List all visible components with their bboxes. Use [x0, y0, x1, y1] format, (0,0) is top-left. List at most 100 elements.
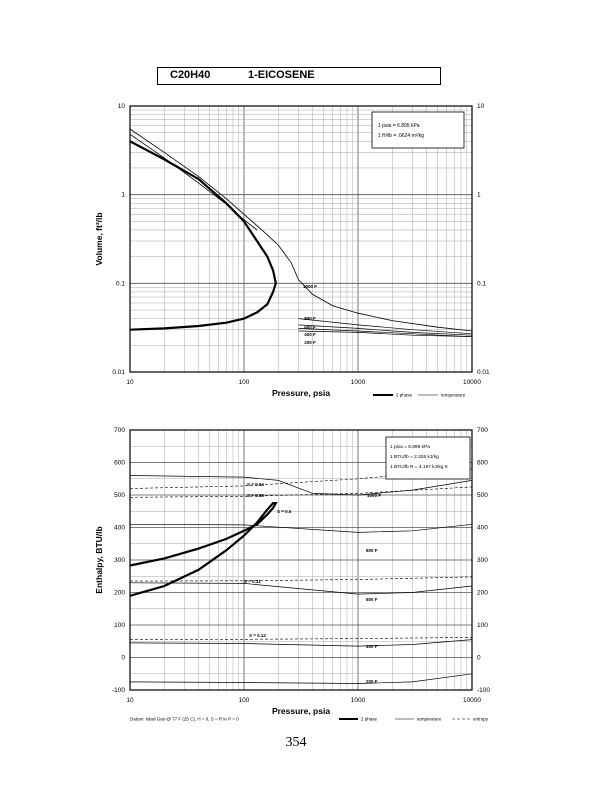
- y-tick-label-left: 10: [118, 103, 126, 110]
- info-box-frame: [371, 111, 465, 149]
- y-tick-label-right: 10: [477, 103, 485, 110]
- volume-x-ticks: 10 100 1000 10000: [126, 379, 481, 386]
- plot-frame: [129, 105, 473, 373]
- volume-isotherm-line: [298, 324, 473, 336]
- isotherm-label: 200 F: [366, 679, 378, 684]
- y-tick-label-left: 500: [114, 492, 125, 499]
- volume-info-box: 1 psia = 6.895 kPa 1 ft³/lb = .0624 m³/kg: [371, 111, 465, 149]
- enthalpy-legend: 2 phase temperature entropy: [339, 717, 489, 722]
- info-box-line: 1 BTU/lb = 2.326 kJ/kg: [390, 454, 439, 460]
- isotherm-label: 1000 F: [367, 493, 381, 498]
- enthalpy-x-ticks: 10 100 1000 10000: [126, 697, 481, 704]
- isotherm-label: 400 F: [304, 332, 316, 337]
- entropy-line: [129, 486, 473, 498]
- x-tick-label: 1000: [351, 379, 366, 386]
- y-tick-label-left: 300: [114, 557, 125, 564]
- legend-2phase-label: 2 phase: [361, 717, 378, 722]
- enthalpy-isotherm-line: [129, 582, 473, 595]
- volume-series-line: [129, 140, 277, 331]
- isotherm-label: 400 F: [366, 644, 378, 649]
- y-tick-label-left: 0.1: [116, 280, 125, 287]
- x-tick-label: 10: [126, 379, 134, 386]
- y-tick-label-right: 500: [477, 492, 488, 499]
- y-tick-label-right: 400: [477, 525, 488, 532]
- entropy-line: [129, 637, 473, 640]
- info-box-line: 1 psia = 6.895 kPa: [378, 123, 420, 129]
- datum-footnote: Datum: Ideal Gas @ 77 F (25 C), H = 0, S…: [130, 717, 239, 722]
- isotherm-label: 600 F: [366, 597, 378, 602]
- x-tick-label: 100: [239, 379, 250, 386]
- volume-series-line: [129, 128, 473, 332]
- entropy-label: S = 0.5: [277, 509, 292, 514]
- y-tick-label-right: 0.01: [477, 369, 490, 376]
- legend-temperature-label: temperature: [441, 393, 466, 398]
- info-box-frame: [385, 436, 471, 480]
- isotherm-label: 600 F: [304, 325, 316, 330]
- y-tick-label-left: 600: [114, 460, 125, 467]
- enthalpy-isotherm-line: [129, 475, 473, 496]
- legend-2phase-label: 2 phase: [396, 393, 413, 398]
- y-tick-label-right: 200: [477, 590, 488, 597]
- entropy-label: S = 0.31: [244, 579, 261, 584]
- y-tick-label-right: 300: [477, 557, 488, 564]
- y-tick-label-left: 0.01: [112, 369, 125, 376]
- x-tick-label: 10000: [463, 697, 481, 704]
- y-tick-label-right: 700: [477, 427, 488, 434]
- entropy-label: S = 0.12: [249, 633, 266, 638]
- enthalpy-isotherm-line: [129, 523, 473, 533]
- y-tick-label-right: 100: [477, 622, 488, 629]
- enthalpy-isotherm-line: [129, 673, 473, 684]
- isotherm-label: 800 F: [304, 316, 316, 321]
- y-tick-label-left: 0: [121, 655, 125, 662]
- y-tick-label-right: 0: [477, 655, 481, 662]
- page-number: 354: [285, 735, 307, 750]
- compound-name: 1-EICOSENE: [248, 69, 315, 81]
- y-tick-label-left: -100: [112, 687, 125, 694]
- compound-formula: C20H40: [170, 69, 211, 81]
- entropy-labels: S = 0.54 S = 0.53 S = 0.5 S = 0.31 S = 0.12: [244, 482, 292, 638]
- y-tick-label-left: 1: [121, 192, 125, 199]
- entropy-line: [129, 576, 473, 582]
- volume-y-axis-label: Volume, ft³/lb: [94, 212, 104, 265]
- volume-isotherm-labels: 1000 F 800 F 600 F 400 F 200 F: [303, 284, 317, 345]
- volume-isotherm-line: [298, 318, 473, 335]
- y-tick-label-left: 400: [114, 525, 125, 532]
- legend-temperature-label: temperature: [417, 717, 442, 722]
- enthalpy-isotherm-line: [129, 639, 473, 647]
- y-tick-label-right: 0.1: [477, 280, 486, 287]
- entropy-label: S = 0.54: [247, 482, 264, 487]
- y-tick-label-right: 1: [477, 192, 481, 199]
- entropy-label: S = 0.53: [247, 493, 264, 498]
- enthalpy-x-axis-label: Pressure, psia: [272, 706, 330, 716]
- enthalpy-y-axis-label: Enthalpy, BTU/lb: [94, 526, 104, 593]
- enthalpy-2phase-line: [129, 502, 278, 597]
- isotherm-label: 1000 F: [303, 284, 317, 289]
- y-tick-label-left: 700: [114, 427, 125, 434]
- x-tick-label: 10: [126, 697, 134, 704]
- legend-entropy-label: entropy: [473, 717, 489, 722]
- enthalpy-info-box: 1 psia = 6.895 kPa 1 BTU/lb = 2.326 kJ/kg…: [385, 436, 471, 480]
- volume-grid: [129, 105, 473, 373]
- volume-series-line: [129, 133, 258, 231]
- chart-title-box: C20H40 1-EICOSENE: [157, 67, 441, 85]
- x-tick-label: 1000: [351, 697, 366, 704]
- isotherm-label: 200 F: [304, 340, 316, 345]
- info-box-line: 1 psia = 6.895 kPa: [390, 444, 430, 450]
- isotherm-label: 800 F: [366, 548, 378, 553]
- enthalpy-isotherm-labels: 1000 F 800 F 600 F 400 F 200 F: [366, 493, 381, 684]
- y-tick-label-right: 600: [477, 460, 488, 467]
- x-tick-label: 100: [239, 697, 250, 704]
- volume-isotherm-line: [298, 328, 473, 338]
- volume-legend: 2 phase temperature: [373, 393, 466, 398]
- y-tick-label-right: -100: [477, 687, 490, 694]
- plot-frame: [129, 429, 473, 691]
- y-tick-label-left: 100: [114, 622, 125, 629]
- enthalpy-y-ticks: -100 -100 0 0 100 100 200 200 300 300 400 400 500 500…: [112, 427, 490, 694]
- y-tick-label-left: 200: [114, 590, 125, 597]
- volume-isotherm-line: [298, 330, 473, 338]
- volume-x-axis-label: Pressure, psia: [272, 388, 330, 398]
- info-box-line: 1 BTU/lb R = 4.187 kJ/kg K: [390, 464, 449, 470]
- info-box-line: 1 ft³/lb = .0624 m³/kg: [378, 133, 424, 139]
- x-tick-label: 10000: [463, 379, 481, 386]
